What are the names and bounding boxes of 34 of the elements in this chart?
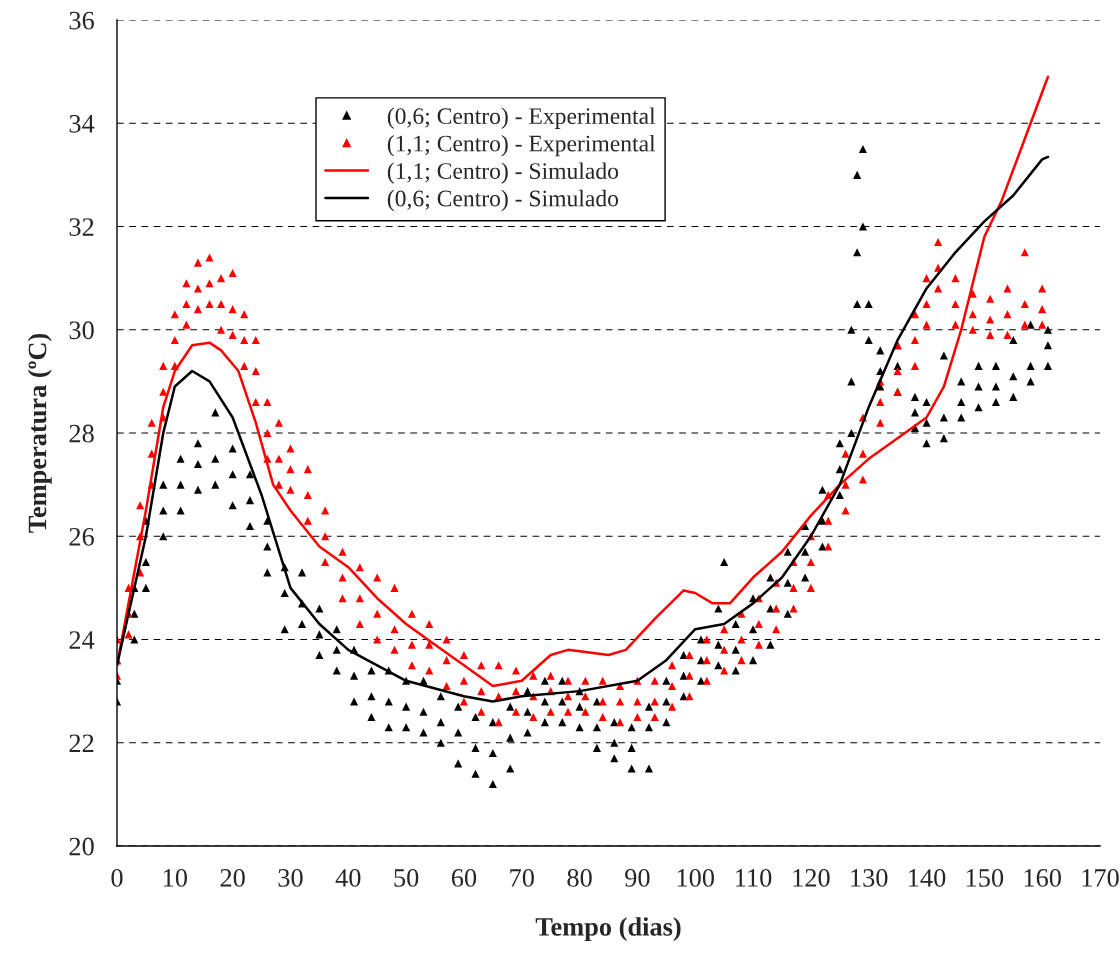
y-tick-label: 26 [69,527,94,546]
x-tick-label: 120 [793,868,830,887]
x-tick-label: 150 [966,868,1004,887]
x-tick-label: 140 [909,868,946,887]
legend-label: (0,6; Centro) - Simulado [387,189,619,212]
x-tick-label: 70 [510,868,534,887]
y-tick-label: 22 [69,734,94,752]
x-tick-label: 20 [220,868,245,887]
y-tick-label: 36 [69,11,94,30]
legend-label: (1,1; Centro) - Simulado [387,162,619,184]
y-tick-label: 32 [69,218,94,236]
x-tick-label: 90 [625,868,650,887]
legend-label: (0,6; Centro) - Experimental [387,107,656,129]
y-tick-label: 28 [69,424,94,443]
x-tick-label: 10 [163,868,188,887]
x-tick-label: 110 [736,868,772,887]
legend-label: (1,1; Centro) - Experimental [387,134,656,157]
y-tick-label: 34 [69,114,95,133]
x-tick-label: 50 [394,868,419,887]
line-series [117,75,1050,688]
y-tick-label: 24 [69,631,95,649]
x-tick-label: 0 [111,868,123,887]
x-tick-label: 160 [1024,868,1061,887]
x-tick-label: 170 [1082,868,1119,887]
y-axis-title: Temperatura (ºC) [27,333,52,533]
x-tick-label: 60 [451,868,477,887]
x-tick-label: 100 [677,868,715,887]
x-tick-label: 80 [567,868,592,887]
x-tick-label: 30 [278,868,303,887]
x-tick-label: 130 [851,868,888,887]
x-axis-title: Tempo (dias) [535,917,681,942]
y-tick-label: 20 [69,837,94,856]
y-tick-label: 30 [69,321,94,340]
x-tick-label: 40 [335,868,361,887]
